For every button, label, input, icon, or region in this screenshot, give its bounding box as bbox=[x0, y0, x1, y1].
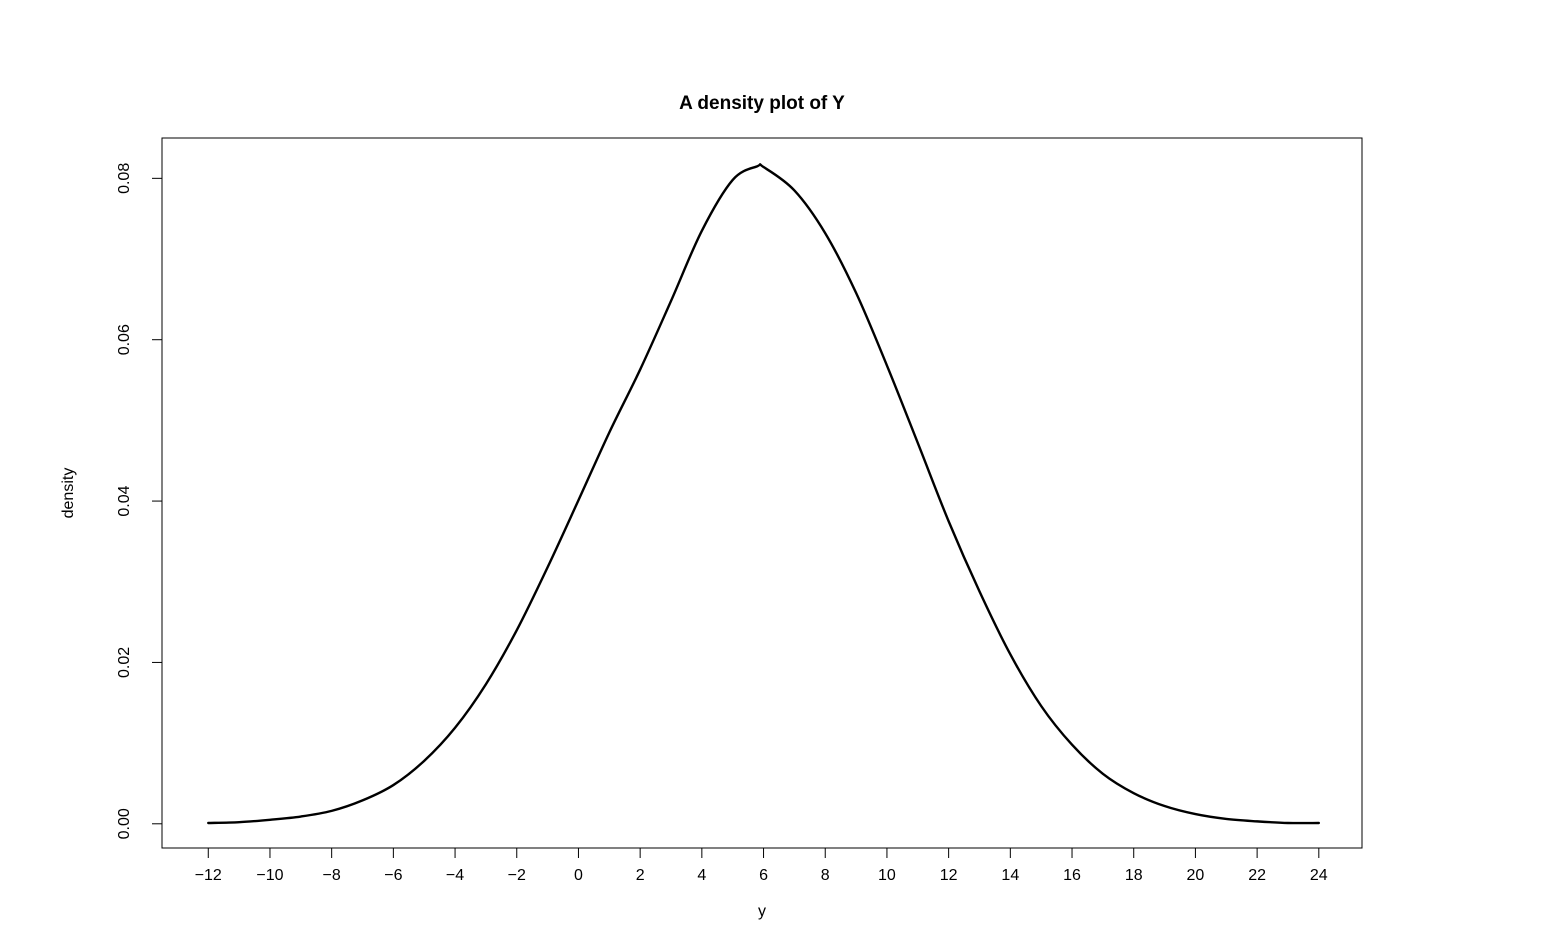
x-tick-label: 0 bbox=[574, 867, 583, 884]
x-tick-label: 18 bbox=[1125, 867, 1143, 884]
x-tick-label: 8 bbox=[821, 867, 830, 884]
y-tick-label: 0.02 bbox=[116, 647, 133, 678]
x-axis: −12 −10 −8 −6 −4 −2 0 2 4 6 8 10 12 14 16 18 20 22 24 bbox=[195, 847, 1328, 884]
x-tick-label: −6 bbox=[384, 867, 402, 884]
x-tick-label: −2 bbox=[508, 867, 526, 884]
x-tick-label: 2 bbox=[636, 867, 645, 884]
x-tick-label: 10 bbox=[878, 867, 896, 884]
y-tick-label: 0.06 bbox=[116, 324, 133, 355]
y-tick-label: 0.04 bbox=[116, 485, 133, 516]
x-tick-label: 16 bbox=[1063, 867, 1081, 884]
x-tick-label: 6 bbox=[759, 867, 768, 884]
y-axis: 0.00 0.02 0.04 0.06 0.08 bbox=[116, 163, 163, 839]
y-tick-label: 0.00 bbox=[116, 808, 133, 839]
x-tick-label: 14 bbox=[1001, 867, 1019, 884]
x-tick-label: 12 bbox=[940, 867, 958, 884]
x-tick-label: −4 bbox=[446, 867, 464, 884]
x-tick-label: 20 bbox=[1187, 867, 1205, 884]
x-tick-label: −8 bbox=[323, 867, 341, 884]
y-tick-label: 0.08 bbox=[116, 163, 133, 194]
x-tick-label: 24 bbox=[1310, 867, 1328, 884]
density-curve bbox=[207, 163, 1321, 825]
x-tick-label: 22 bbox=[1248, 867, 1266, 884]
plot-frame bbox=[161, 137, 1363, 849]
chart-title: A density plot of Y bbox=[679, 93, 845, 114]
x-axis-label: y bbox=[758, 903, 766, 920]
x-tick-label: −10 bbox=[256, 867, 283, 884]
x-tick-label: 4 bbox=[697, 867, 706, 884]
y-axis-label: density bbox=[60, 468, 77, 519]
x-tick-label: −12 bbox=[195, 867, 222, 884]
